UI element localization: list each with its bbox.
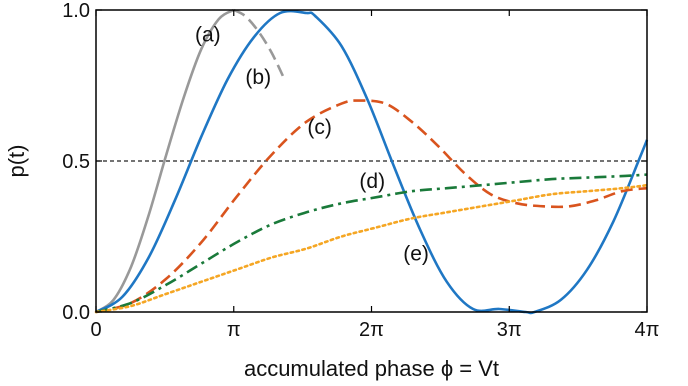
y-axis-label: p(t) xyxy=(4,145,29,178)
curve-label-0: (a) xyxy=(195,24,221,47)
series-line-4 xyxy=(95,173,648,314)
x-tick-label-4: 4π xyxy=(635,319,660,341)
curve-label-2: (c) xyxy=(307,116,332,139)
x-tick-label-3: 3π xyxy=(497,319,522,341)
curve-label-1: (b) xyxy=(245,66,271,89)
series-layer xyxy=(94,8,649,315)
y-tick-label-2: 1.0 xyxy=(62,0,90,22)
x-tick-label-2: 2π xyxy=(359,319,384,341)
x-axis-label: accumulated phase ϕ = Vt xyxy=(244,356,499,381)
y-tick-label-1: 0.5 xyxy=(62,151,90,173)
curve-label-layer: (a) (b) (c) (d) (e) xyxy=(195,24,429,266)
series-line-0 xyxy=(95,8,235,314)
curve-label-4: (e) xyxy=(403,243,429,266)
series-line-2 xyxy=(95,9,649,315)
y-tick-label-0: 0.0 xyxy=(62,302,90,324)
series-line-3 xyxy=(95,99,648,314)
x-tick-label-0: 0 xyxy=(90,319,101,341)
tick-layer: 0 π 2π 3π 4π 0.0 0.5 1.0 xyxy=(62,0,659,341)
x-tick-label-1: π xyxy=(227,319,241,341)
series-line-5 xyxy=(94,183,649,314)
series-line-1 xyxy=(233,8,286,81)
curve-label-3: (d) xyxy=(359,170,385,193)
